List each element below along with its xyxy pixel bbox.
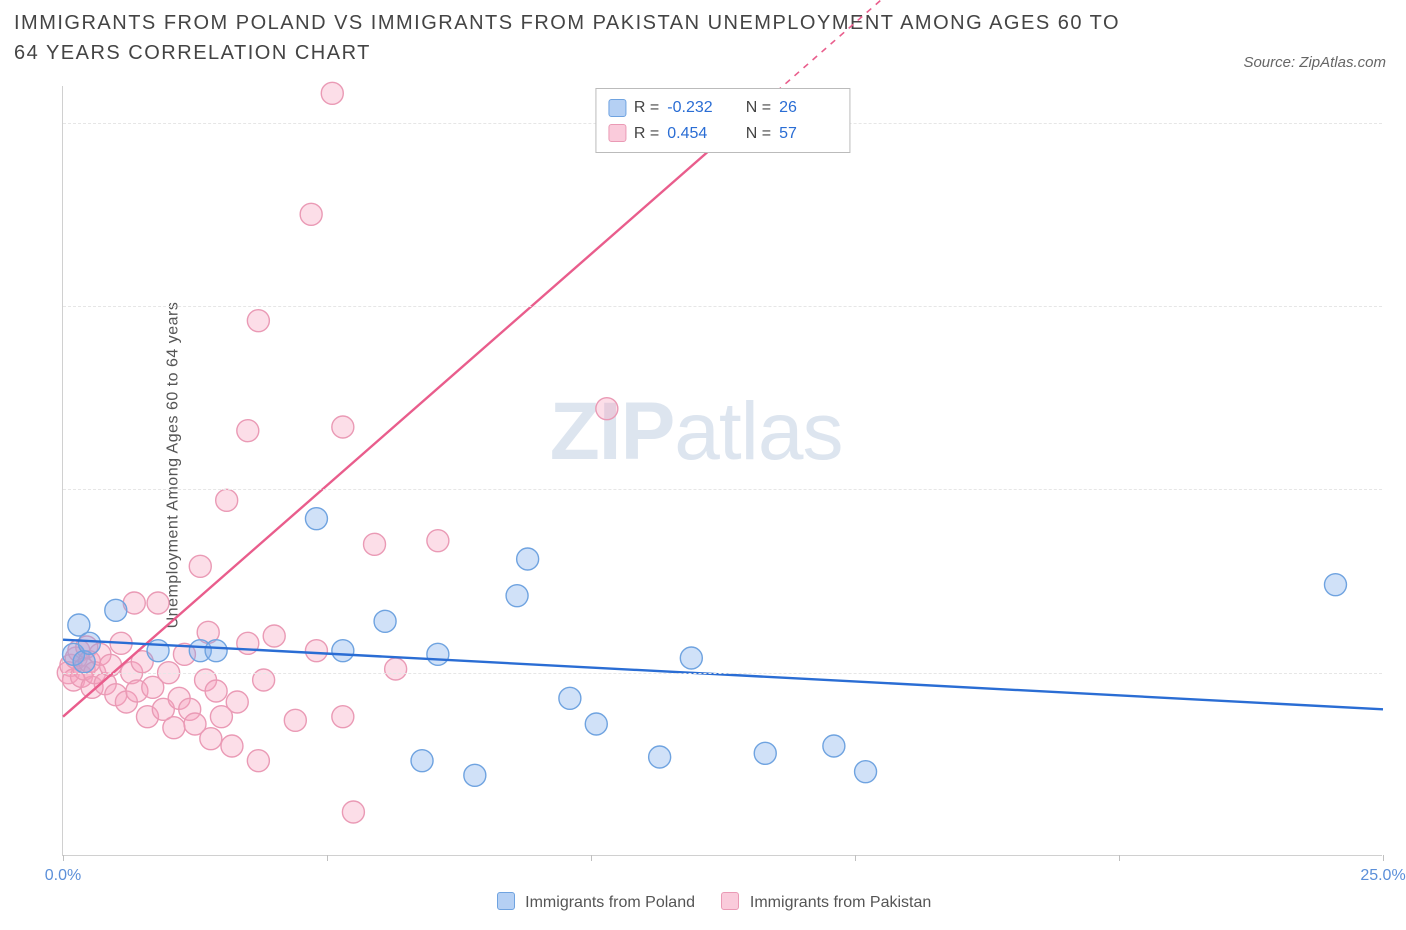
point-poland xyxy=(305,508,327,530)
point-pakistan xyxy=(247,310,269,332)
point-pakistan xyxy=(321,82,343,104)
series-legend: Immigrants from Poland Immigrants from P… xyxy=(0,892,1406,912)
r-label: R = xyxy=(634,121,659,147)
point-pakistan xyxy=(147,592,169,614)
x-tick-mark xyxy=(1119,855,1120,861)
correlation-chart: R = -0.232 N = 26 R = 0.454 N = 57 ZIPat… xyxy=(62,86,1382,856)
stats-row-pakistan: R = 0.454 N = 57 xyxy=(608,121,837,147)
swatch-pakistan xyxy=(608,124,626,142)
x-tick-mark xyxy=(63,855,64,861)
point-pakistan xyxy=(216,489,238,511)
point-pakistan xyxy=(263,625,285,647)
point-pakistan xyxy=(332,706,354,728)
point-poland xyxy=(1324,574,1346,596)
legend-label-pakistan: Immigrants from Pakistan xyxy=(750,894,931,911)
point-pakistan xyxy=(221,735,243,757)
point-poland xyxy=(78,632,100,654)
x-tick-mark xyxy=(591,855,592,861)
point-pakistan xyxy=(342,801,364,823)
point-poland xyxy=(754,742,776,764)
n-value-pakistan: 57 xyxy=(779,121,837,147)
point-poland xyxy=(427,643,449,665)
x-tick-mark xyxy=(1383,855,1384,861)
point-pakistan xyxy=(226,691,248,713)
r-value-poland: -0.232 xyxy=(667,95,725,121)
point-poland xyxy=(823,735,845,757)
point-pakistan xyxy=(596,398,618,420)
point-poland xyxy=(517,548,539,570)
trendline-pakistan xyxy=(63,115,749,716)
r-label: R = xyxy=(634,95,659,121)
gridline xyxy=(63,489,1382,490)
y-tick-label: 5.0% xyxy=(1390,664,1406,682)
point-pakistan xyxy=(237,420,259,442)
point-pakistan xyxy=(385,658,407,680)
x-tick-label: 25.0% xyxy=(1360,867,1405,885)
y-tick-label: 10.0% xyxy=(1390,480,1406,498)
point-pakistan xyxy=(237,632,259,654)
x-tick-mark xyxy=(327,855,328,861)
stats-legend: R = -0.232 N = 26 R = 0.454 N = 57 xyxy=(595,88,850,153)
point-poland xyxy=(559,687,581,709)
point-poland xyxy=(649,746,671,768)
point-poland xyxy=(332,640,354,662)
point-pakistan xyxy=(427,530,449,552)
point-poland xyxy=(105,599,127,621)
point-poland xyxy=(506,585,528,607)
point-pakistan xyxy=(205,680,227,702)
point-pakistan xyxy=(300,203,322,225)
point-pakistan xyxy=(189,555,211,577)
swatch-pakistan xyxy=(721,892,739,910)
n-label: N = xyxy=(746,95,771,121)
point-poland xyxy=(411,750,433,772)
point-pakistan xyxy=(284,709,306,731)
source-attribution: Source: ZipAtlas.com xyxy=(1243,54,1386,71)
r-value-pakistan: 0.454 xyxy=(667,121,725,147)
point-pakistan xyxy=(305,640,327,662)
point-pakistan xyxy=(364,533,386,555)
n-label: N = xyxy=(746,121,771,147)
x-tick-mark xyxy=(855,855,856,861)
n-value-poland: 26 xyxy=(779,95,837,121)
point-poland xyxy=(585,713,607,735)
point-poland xyxy=(147,640,169,662)
y-tick-label: 15.0% xyxy=(1390,297,1406,315)
point-pakistan xyxy=(163,717,185,739)
swatch-poland xyxy=(608,99,626,117)
y-tick-label: 20.0% xyxy=(1390,114,1406,132)
point-poland xyxy=(680,647,702,669)
point-poland xyxy=(855,761,877,783)
plot-svg xyxy=(63,86,1382,855)
point-pakistan xyxy=(332,416,354,438)
stats-row-poland: R = -0.232 N = 26 xyxy=(608,95,837,121)
point-poland xyxy=(374,610,396,632)
point-poland xyxy=(464,764,486,786)
point-poland xyxy=(205,640,227,662)
gridline xyxy=(63,673,1382,674)
page-title: IMMIGRANTS FROM POLAND VS IMMIGRANTS FRO… xyxy=(14,8,1146,68)
point-pakistan xyxy=(200,728,222,750)
swatch-poland xyxy=(497,892,515,910)
x-tick-label: 0.0% xyxy=(45,867,81,885)
point-pakistan xyxy=(247,750,269,772)
gridline xyxy=(63,306,1382,307)
legend-label-poland: Immigrants from Poland xyxy=(525,894,695,911)
